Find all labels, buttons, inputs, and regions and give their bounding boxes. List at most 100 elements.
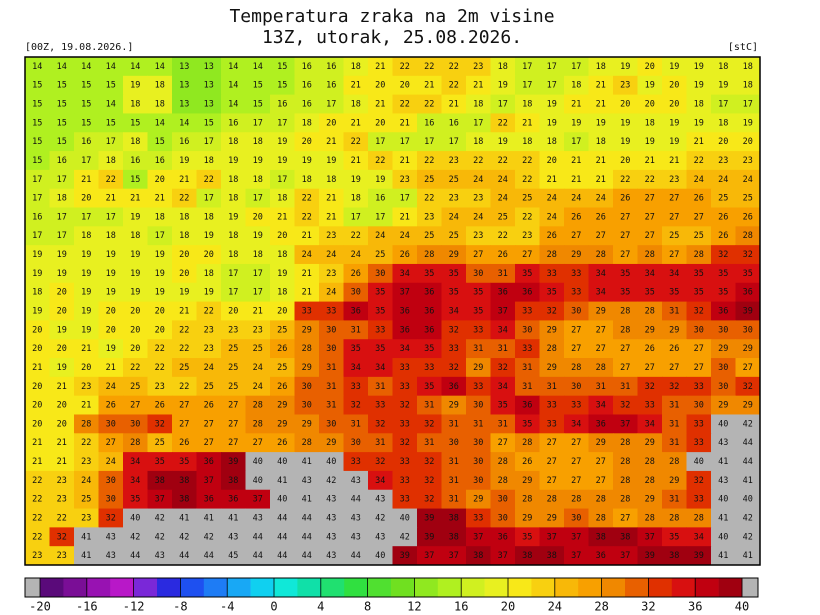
- temp-cell: [490, 301, 516, 321]
- temp-value: 14: [106, 62, 116, 72]
- temp-value: 23: [204, 344, 214, 354]
- temp-cell: [74, 245, 99, 265]
- temp-cell: [637, 169, 663, 190]
- temp-cell: [368, 452, 393, 472]
- temp-cell: [319, 94, 344, 114]
- temp-cell: [294, 339, 320, 359]
- temp-cell: [662, 169, 687, 190]
- temp-value: 31: [669, 495, 679, 505]
- temp-cell: [196, 470, 222, 491]
- temp-cell: [539, 263, 565, 284]
- temp-cell: [221, 489, 246, 510]
- temp-value: 20: [57, 288, 67, 298]
- temp-value: 21: [596, 100, 606, 110]
- temp-value: 33: [694, 382, 704, 392]
- temp-value: 22: [400, 100, 410, 110]
- temp-cell: [319, 414, 344, 434]
- temp-value: 27: [596, 476, 606, 486]
- temp-value: 37: [620, 551, 630, 561]
- colorbar-tick-label: -12: [123, 600, 145, 614]
- temp-cell: [147, 132, 173, 152]
- temp-value: 41: [302, 495, 312, 505]
- temp-cell: [637, 188, 663, 209]
- temp-value: 31: [424, 438, 434, 448]
- temp-value: 22: [155, 363, 165, 373]
- temp-value: 43: [326, 532, 336, 542]
- temp-value: 19: [57, 269, 67, 279]
- temp-value: 25: [375, 250, 385, 260]
- temp-cell: [613, 527, 638, 547]
- temp-cell: [539, 57, 565, 77]
- temp-cell: [686, 358, 712, 378]
- temp-value: 19: [130, 250, 140, 260]
- temp-cell: [417, 245, 442, 265]
- temp-value: 29: [718, 344, 728, 354]
- temp-value: 26: [400, 250, 410, 260]
- temp-cell: [245, 489, 271, 510]
- temp-cell: [735, 508, 761, 528]
- temp-cell: [711, 301, 736, 321]
- temp-cell: [515, 169, 540, 190]
- temp-cell: [417, 320, 442, 340]
- color-swatch: [180, 578, 205, 597]
- temp-value: 33: [473, 325, 483, 335]
- temp-value: 19: [204, 231, 214, 241]
- color-swatch: [344, 578, 368, 597]
- temp-value: 32: [718, 250, 728, 260]
- temp-value: 19: [326, 156, 336, 166]
- temp-value: 37: [473, 532, 483, 542]
- temp-value: 19: [302, 156, 312, 166]
- temp-value: 30: [718, 325, 728, 335]
- temp-value: 26: [596, 212, 606, 222]
- temp-cell: [123, 452, 148, 472]
- temp-value: 18: [743, 81, 753, 91]
- temp-value: 28: [645, 476, 655, 486]
- temp-value: 43: [326, 551, 336, 561]
- temp-value: 19: [106, 344, 116, 354]
- temp-value: 22: [645, 175, 655, 185]
- temp-cell: [515, 320, 540, 340]
- temp-cell: [686, 395, 712, 415]
- temp-value: 28: [596, 363, 606, 373]
- temp-cell: [319, 188, 344, 209]
- temp-cell: [49, 75, 75, 96]
- temp-value: 21: [669, 156, 679, 166]
- temp-value: 44: [302, 532, 312, 542]
- temp-cell: [539, 546, 565, 566]
- temp-cell: [564, 263, 589, 284]
- temp-value: 37: [498, 307, 508, 317]
- temp-cell: [343, 433, 369, 453]
- temp-value: 27: [669, 363, 679, 373]
- temp-cell: [294, 113, 320, 133]
- temp-value: 29: [277, 401, 287, 411]
- temp-value: 28: [620, 476, 630, 486]
- temp-value: 40: [277, 495, 287, 505]
- temp-cell: [392, 132, 418, 152]
- temp-cell: [49, 188, 75, 209]
- temp-cell: [662, 282, 687, 303]
- temp-value: 40: [326, 457, 336, 467]
- temp-cell: [319, 470, 344, 491]
- temp-cell: [294, 188, 320, 209]
- temp-cell: [588, 301, 614, 321]
- temp-value: 38: [449, 532, 459, 542]
- temp-cell: [392, 151, 418, 171]
- temp-cell: [588, 470, 614, 491]
- temp-cell: [123, 94, 148, 114]
- temp-value: 32: [400, 401, 410, 411]
- temp-cell: [343, 414, 369, 434]
- temp-value: 18: [204, 269, 214, 279]
- temp-value: 15: [57, 81, 67, 91]
- temp-value: 33: [547, 269, 557, 279]
- temp-cell: [735, 339, 761, 359]
- temp-cell: [147, 113, 173, 133]
- temp-value: 28: [645, 250, 655, 260]
- temp-value: 20: [277, 307, 287, 317]
- temp-cell: [662, 301, 687, 321]
- temp-cell: [490, 527, 516, 547]
- temp-cell: [294, 376, 320, 397]
- temp-cell: [172, 358, 197, 378]
- temp-value: 15: [32, 100, 42, 110]
- temp-value: 22: [155, 344, 165, 354]
- temp-cell: [539, 207, 565, 227]
